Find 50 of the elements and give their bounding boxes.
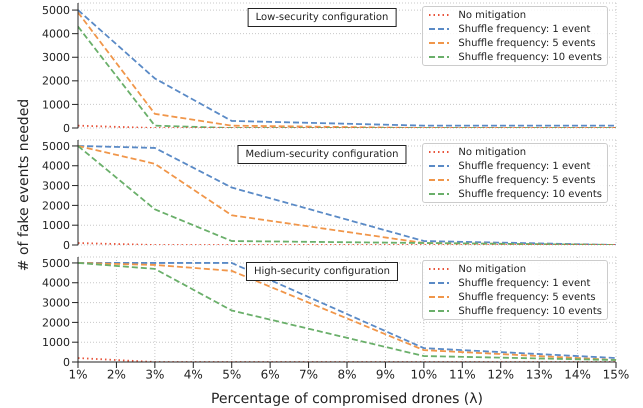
- x-tick-label: 13%: [526, 368, 552, 382]
- text: Medium-security configuration: [237, 145, 407, 164]
- y-tick-label: 2000: [42, 199, 70, 212]
- x-tick-label: 10%: [410, 368, 438, 382]
- y-tick-label: 4000: [42, 276, 70, 290]
- y-tick-label: 2000: [42, 316, 70, 330]
- y-tick-label: 5000: [42, 4, 70, 17]
- y-tick-label: 1000: [42, 336, 70, 350]
- legend-label: Shuffle frequency: 10 events: [458, 188, 602, 200]
- legend-label: Shuffle frequency: 10 events: [458, 52, 602, 62]
- x-tick-label: 5%: [222, 368, 242, 382]
- y-tick-label: 3000: [42, 296, 70, 310]
- y-tick-label: 1000: [42, 98, 70, 112]
- legend-label: Shuffle frequency: 1 event: [458, 24, 590, 34]
- y-axis-title: # of fake events needed: [16, 98, 32, 272]
- x-tick-label: 14%: [564, 368, 591, 382]
- x-tick-label: 9%: [376, 368, 395, 382]
- legend-label: Shuffle frequency: 1 event: [458, 160, 590, 172]
- y-tick-label: 1000: [42, 219, 70, 232]
- x-tick-label: 12%: [487, 368, 514, 382]
- y-tick-label: 4000: [42, 28, 70, 41]
- legend-label: No mitigation: [458, 146, 526, 158]
- y-tick-label: 0: [63, 122, 70, 135]
- y-tick-label: 5000: [42, 140, 70, 153]
- x-tick-label: 1%: [68, 368, 88, 382]
- y-tick-label: 0: [63, 238, 70, 252]
- legend-label: Shuffle frequency: 5 events: [458, 38, 596, 48]
- legend-label: Shuffle frequency: 5 events: [458, 292, 596, 302]
- x-tick-label: 8%: [337, 368, 357, 382]
- x-tick-label: 4%: [184, 368, 203, 382]
- x-axis-title: Percentage of compromised drones (λ): [210, 391, 484, 407]
- y-tick-label: 3000: [42, 179, 70, 192]
- x-tick-label: 11%: [448, 368, 476, 382]
- y-tick-label: 3000: [42, 51, 70, 64]
- legend-label: No mitigation: [458, 264, 526, 274]
- y-tick-label: 4000: [42, 160, 70, 173]
- legend-label: Shuffle frequency: 1 event: [458, 278, 590, 288]
- legend-label: Shuffle frequency: 10 events: [458, 306, 602, 316]
- x-tick-label: 15%: [602, 368, 630, 382]
- text: High-security configuration: [246, 262, 398, 281]
- x-tick-label: 2%: [106, 368, 126, 382]
- x-tick-label: 7%: [299, 368, 318, 382]
- y-tick-label: 0: [63, 356, 70, 369]
- x-tick-label: 6%: [260, 368, 280, 382]
- y-tick-label: 2000: [42, 74, 70, 88]
- legend-label: No mitigation: [458, 10, 526, 20]
- x-tick-label: 3%: [145, 368, 164, 382]
- y-tick-label: 5000: [42, 256, 70, 270]
- legend-label: Shuffle frequency: 5 events: [458, 174, 596, 186]
- text: Low-security configuration: [248, 8, 396, 27]
